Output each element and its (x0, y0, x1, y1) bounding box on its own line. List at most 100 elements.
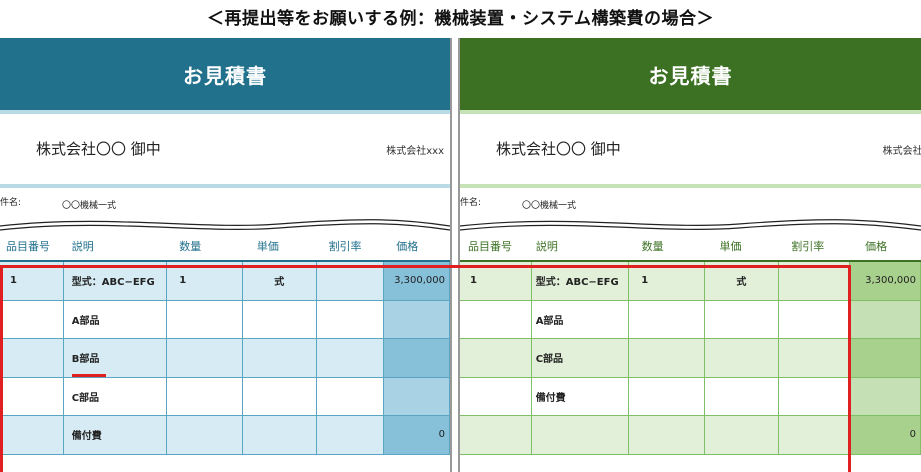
column-header: 割引率 (791, 240, 825, 253)
item-price (384, 339, 450, 378)
item-quantity: 1 (167, 262, 243, 301)
item-discount (778, 377, 851, 416)
table-row: 備付費 (460, 377, 921, 416)
item-quantity (167, 300, 243, 339)
item-discount (316, 377, 385, 416)
column-header: 数量 (641, 240, 664, 253)
table-row: B部品 (0, 339, 450, 378)
subject-value: 〇〇機械一式 (522, 201, 577, 211)
item-price: 3,300,000 (850, 262, 921, 301)
item-price (850, 339, 921, 378)
subject-row: 件名: 〇〇機械一式 (460, 188, 921, 216)
item-price (384, 377, 450, 416)
item-number (0, 339, 64, 378)
column-header-row: 品目番号 説明 数量 単価 割引率 価格 (0, 232, 450, 262)
item-quantity (167, 339, 243, 378)
item-discount (778, 416, 851, 455)
quote-title: お見積書 (648, 63, 733, 88)
item-description: A部品 (63, 300, 168, 339)
wave-break (0, 219, 450, 231)
addressee: 株式会社〇〇 御中 (36, 140, 161, 158)
red-underline-mark (72, 374, 106, 377)
item-description: 型式：ABC−EFG (63, 262, 168, 301)
item-unit-price (704, 300, 779, 339)
item-description: A部品 (531, 300, 630, 339)
quote-title-band: お見積書 (460, 38, 921, 110)
item-discount (316, 300, 385, 339)
item-price: 3,300,000 (384, 262, 450, 301)
item-description: 備付費 (63, 416, 168, 455)
item-unit-price (704, 339, 779, 378)
subject-value: 〇〇機械一式 (62, 201, 117, 211)
addressee: 株式会社〇〇 御中 (496, 140, 621, 158)
quote-info: 株式会社〇〇 御中 株式会社xxx (0, 114, 450, 184)
column-header: 品目番号 (468, 240, 512, 253)
item-discount (778, 300, 851, 339)
item-description: C部品 (531, 339, 630, 378)
table-row: A部品 (460, 300, 921, 339)
item-number (0, 300, 64, 339)
divider-stripe (0, 184, 450, 188)
item-number (460, 300, 532, 339)
item-rows: 1 型式：ABC−EFG 1 式 3,300,000 A部品 C部品 備付費 (460, 262, 921, 455)
table-row: C部品 (0, 377, 450, 416)
item-quantity (629, 416, 705, 455)
quote-info: 株式会社〇〇 御中 株式会社□□□ (460, 114, 921, 184)
divider-stripe (460, 184, 921, 188)
column-header: 価格 (865, 240, 888, 253)
column-header-row: 品目番号 説明 数量 単価 割引率 価格 (460, 232, 921, 262)
item-price (850, 377, 921, 416)
item-number (460, 416, 532, 455)
item-price (384, 300, 450, 339)
item-quantity (629, 377, 705, 416)
item-description: 型式：ABC−EFG (531, 262, 630, 301)
item-quantity (629, 300, 705, 339)
subject-label: 件名: (0, 198, 22, 208)
table-row: 0 (460, 416, 921, 455)
item-price: 0 (384, 416, 450, 455)
subject-row: 件名: 〇〇機械一式 (0, 188, 450, 216)
accent-stripe (460, 110, 921, 114)
item-unit-price (242, 339, 317, 378)
item-quantity (629, 339, 705, 378)
table-row: A部品 (0, 300, 450, 339)
subject-label: 件名: (460, 198, 482, 208)
column-header: 品目番号 (6, 240, 50, 253)
item-number: 1 (0, 262, 64, 301)
item-unit-price (242, 416, 317, 455)
table-row: 1 型式：ABC−EFG 1 式 3,300,000 (460, 262, 921, 301)
item-price (850, 300, 921, 339)
item-rows: 1 型式：ABC−EFG 1 式 3,300,000 A部品 B部品 C部品 (0, 262, 450, 455)
item-quantity (167, 416, 243, 455)
item-discount (316, 262, 385, 301)
item-discount (778, 262, 851, 301)
item-number (460, 377, 532, 416)
page-heading: ＜再提出等をお願いする例：機械装置・システム構築費の場合＞ (207, 9, 714, 29)
item-quantity: 1 (629, 262, 705, 301)
column-header: 単価 (719, 240, 742, 253)
column-header: 説明 (71, 240, 94, 253)
quote-title-band: お見積書 (0, 38, 450, 110)
item-discount (778, 339, 851, 378)
item-description: B部品 (63, 339, 168, 378)
table-row: C部品 (460, 339, 921, 378)
column-header: 説明 (535, 240, 558, 253)
quote-sheet-left: お見積書 株式会社〇〇 御中 株式会社xxx 件名: 〇〇機械一式 品目番号 説… (0, 38, 452, 472)
item-unit-price: 式 (704, 262, 779, 301)
column-header: 単価 (256, 240, 279, 253)
wave-break (460, 219, 921, 231)
item-description: 備付費 (531, 377, 630, 416)
item-price: 0 (850, 416, 921, 455)
issuer: 株式会社□□□ (882, 146, 921, 157)
quote-title: お見積書 (183, 63, 267, 88)
item-number (460, 339, 532, 378)
item-discount (316, 339, 385, 378)
item-number (0, 377, 64, 416)
item-unit-price (242, 300, 317, 339)
item-number: 1 (460, 262, 532, 301)
quote-sheet-right: お見積書 株式会社〇〇 御中 株式会社□□□ 件名: 〇〇機械一式 品目番号 説… (458, 38, 921, 472)
item-number (0, 416, 64, 455)
item-description (531, 416, 630, 455)
table-row: 1 型式：ABC−EFG 1 式 3,300,000 (0, 262, 450, 301)
item-discount (316, 416, 385, 455)
